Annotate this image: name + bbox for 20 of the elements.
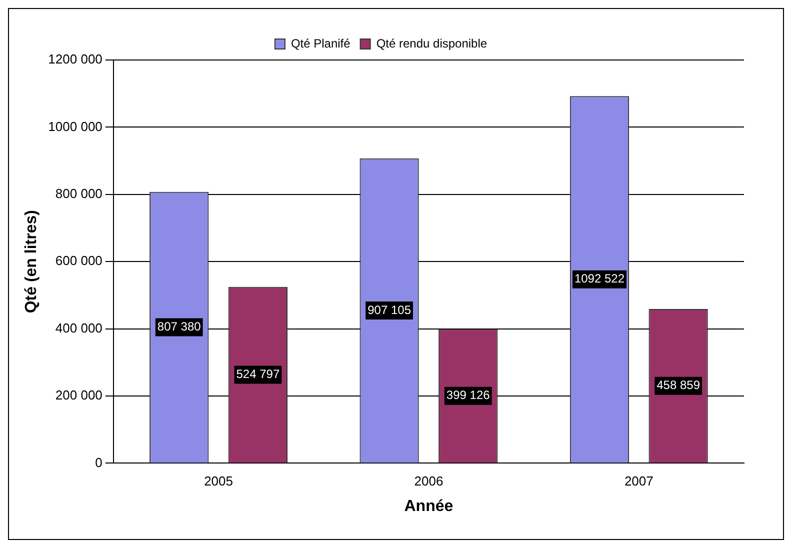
data-label: 458 859: [656, 378, 700, 392]
y-tick-label: 600 000: [55, 253, 102, 268]
x-tick-label: 2005: [204, 474, 233, 489]
x-axis-title: Année: [404, 498, 454, 515]
y-tick-label: 200 000: [55, 388, 102, 403]
x-tick-label: 2006: [414, 474, 444, 489]
y-tick-label: 800 000: [55, 186, 102, 201]
x-tick-label: 2007: [624, 474, 654, 489]
data-label: 524 797: [236, 367, 280, 382]
y-tick-label: 1000 000: [48, 118, 102, 134]
data-label: 807 380: [157, 320, 202, 334]
y-axis-title: Qté (en litres): [23, 210, 40, 314]
data-label: 399 126: [446, 388, 490, 402]
y-tick-label: 0: [95, 454, 102, 470]
y-tick-label: 400 000: [55, 320, 102, 336]
legend-label: Qté rendu disponible: [376, 36, 488, 50]
legend-label: Qté Planifé: [290, 36, 351, 50]
data-label: 1092 522: [574, 272, 625, 286]
data-label: 907 105: [368, 302, 412, 317]
y-tick-label: 1200 000: [48, 52, 102, 67]
